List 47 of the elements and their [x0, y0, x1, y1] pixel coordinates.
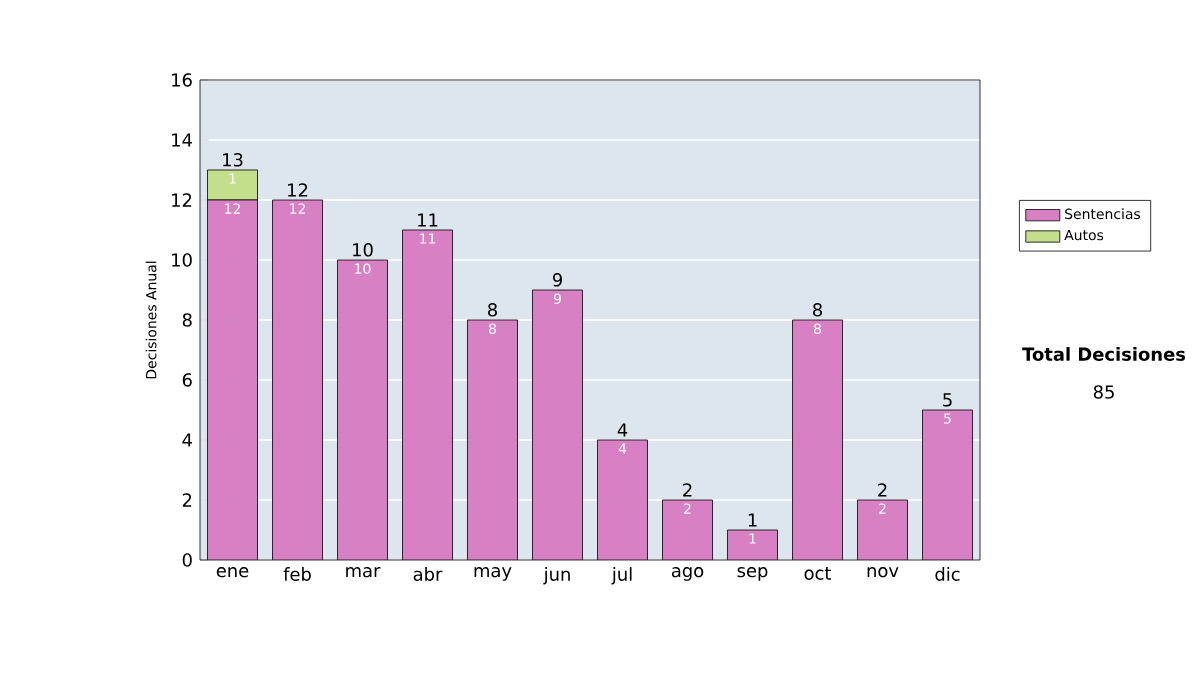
x-tick-label: feb	[283, 567, 311, 581]
y-tick-label: 0	[182, 553, 192, 567]
total-label: 10	[353, 243, 373, 257]
y-tick-label: 2	[182, 493, 192, 507]
x-tick-label: dic	[935, 567, 960, 581]
x-tick-label: abr	[413, 567, 443, 581]
bar	[337, 260, 388, 560]
total-label: 4	[617, 423, 628, 437]
y-tick-label: 6	[182, 373, 192, 387]
y-tick-label: 4	[182, 433, 192, 447]
total-label: 9	[552, 273, 562, 287]
y-tick-label: 10	[172, 253, 192, 267]
bar	[922, 409, 973, 560]
text: 85	[1093, 385, 1114, 399]
x-tick-label: jul	[611, 567, 632, 585]
bar	[857, 500, 908, 560]
total-label: 2	[878, 483, 887, 497]
total-label: 13	[223, 153, 243, 167]
total-label: 2	[683, 483, 692, 497]
x-tick-label: ene	[216, 567, 249, 578]
y-tick-label: 12	[172, 193, 192, 207]
y-tick-label: 16	[172, 73, 192, 87]
x-tick-label: ago	[671, 567, 704, 581]
y-tick-label: 14	[172, 133, 192, 147]
total-label: 5	[943, 393, 952, 407]
x-tick-label: nov	[867, 567, 899, 578]
x-tick-label: oct	[804, 567, 832, 580]
bar	[597, 440, 648, 560]
total-label: 8	[813, 303, 822, 317]
x-tick-label: jun	[543, 567, 570, 585]
bar	[532, 290, 583, 560]
x-tick-label: mar	[346, 567, 381, 578]
bar	[402, 229, 453, 560]
y-tick-label: 8	[182, 313, 192, 327]
bar	[272, 199, 323, 560]
bar	[207, 199, 258, 560]
x-tick-label: sep	[737, 567, 768, 581]
bar	[727, 530, 778, 560]
total-label: 12	[288, 183, 308, 197]
text: Total Decisiones	[1022, 347, 1186, 361]
total-label: 1	[748, 513, 757, 527]
bar	[792, 320, 843, 560]
total-label: 8	[488, 303, 497, 317]
bar	[662, 500, 713, 560]
total-label: 11	[418, 213, 438, 227]
bar	[467, 320, 518, 560]
x-tick-label: may	[474, 567, 512, 581]
